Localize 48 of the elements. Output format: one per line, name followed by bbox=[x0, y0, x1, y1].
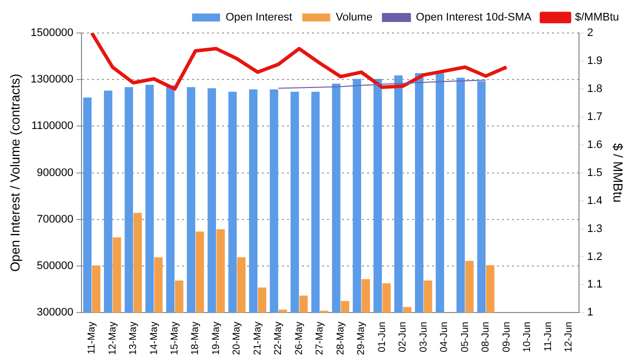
y2-tick-label: 1 bbox=[587, 306, 594, 319]
y2-tick-label: 1.2 bbox=[587, 250, 602, 263]
y2-tick-label: 1.3 bbox=[587, 222, 602, 235]
x-tick-label: 11-May bbox=[86, 322, 98, 354]
x-tick-label: 02-Jun bbox=[398, 322, 409, 352]
legend-label: Volume bbox=[336, 12, 372, 24]
y2-axis-title: $ / MMBtu bbox=[610, 143, 626, 202]
y2-tick-label: 1.9 bbox=[587, 54, 602, 67]
x-tick-label: 29-May bbox=[356, 322, 368, 356]
y-axis-title: Open Interest / Volume (contracts) bbox=[7, 74, 22, 272]
x-tick-label: 09-Jun bbox=[501, 322, 512, 352]
y-tick-label: 300000 bbox=[36, 306, 74, 319]
x-tick-label: 28-May bbox=[335, 322, 346, 356]
x-tick-label: 12-May bbox=[107, 322, 118, 356]
x-tick-label: 01-Jun bbox=[376, 322, 388, 352]
x-tick-label: 13-May bbox=[128, 322, 140, 356]
y-tick-label: 1500000 bbox=[30, 27, 74, 40]
y-tick-label: 900000 bbox=[36, 166, 74, 179]
x-tick-label: 22-May bbox=[273, 322, 284, 356]
y-tick-label: 1300000 bbox=[30, 74, 74, 86]
y2-tick-label: 1.1 bbox=[587, 278, 602, 291]
x-tick-label: 10-Jun bbox=[522, 322, 534, 352]
x-tick-label: 18-May bbox=[190, 322, 202, 356]
x-tick-label: 04-Jun bbox=[439, 322, 450, 352]
x-tick-label: 11-Jun bbox=[542, 322, 554, 352]
x-tick-label: 15-May bbox=[169, 322, 180, 356]
legend-label: $/MMBtu bbox=[574, 12, 620, 24]
y2-tick-label: 2 bbox=[587, 27, 594, 40]
y2-tick-label: 1.7 bbox=[587, 110, 602, 123]
x-tick-label: 20-May bbox=[232, 322, 243, 356]
x-tick-label: 27-May bbox=[314, 322, 326, 356]
y2-tick-label: 1.5 bbox=[587, 166, 602, 179]
y2-tick-label: 1.4 bbox=[587, 194, 602, 207]
y2-tick-label: 1.6 bbox=[587, 138, 602, 151]
y2-tick-label: 1.8 bbox=[587, 82, 602, 95]
x-tick-label: 05-Jun bbox=[460, 322, 471, 352]
y-tick-label: 1100000 bbox=[31, 120, 74, 132]
x-tick-label: 12-Jun bbox=[563, 322, 574, 352]
x-tick-label: 19-May bbox=[210, 322, 222, 356]
x-tick-label: 21-May bbox=[252, 322, 264, 356]
y-tick-label: 500000 bbox=[36, 260, 74, 272]
legend-label: Open Interest 10d-SMA bbox=[416, 12, 532, 24]
x-tick-label: 26-May bbox=[294, 322, 305, 356]
x-tick-label: 08-Jun bbox=[480, 322, 492, 352]
y-tick-label: 700000 bbox=[36, 213, 74, 226]
x-tick-label: 14-May bbox=[148, 322, 160, 356]
legend-label: Open Interest bbox=[226, 12, 292, 24]
x-tick-label: 03-Jun bbox=[418, 322, 430, 352]
